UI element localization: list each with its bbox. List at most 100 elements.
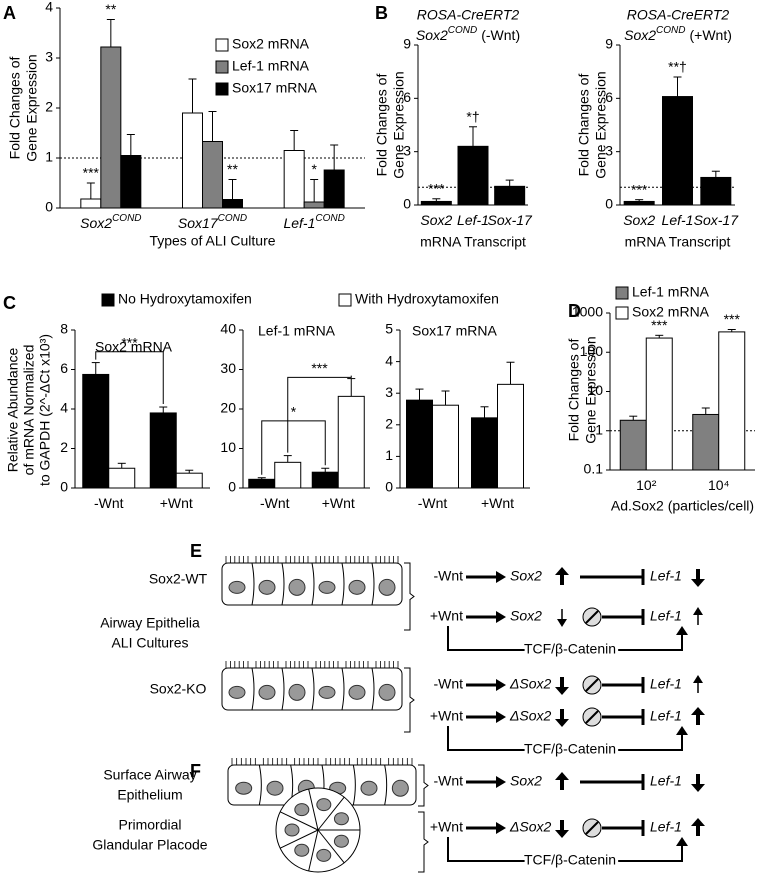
cell-border — [317, 829, 345, 864]
target: Lef-1 — [650, 708, 682, 724]
bar — [120, 155, 142, 209]
panel-label: F — [190, 761, 201, 781]
bar — [108, 467, 136, 489]
significance: ** — [105, 1, 116, 17]
subtitle-superscript: COND — [448, 25, 477, 36]
bar — [457, 145, 489, 206]
y-tick-label: 5 — [385, 321, 393, 337]
arrowhead — [676, 837, 688, 846]
nucleus — [266, 780, 284, 796]
significance: *** — [631, 181, 648, 197]
nucleus — [316, 798, 332, 812]
legend-label: With Hydroxytamoxifen — [355, 291, 499, 307]
y-tick-label: 6 — [605, 89, 613, 105]
subtitle-condition: (-Wnt) — [481, 27, 520, 43]
target: Lef-1 — [650, 608, 682, 624]
change-arrow-head — [691, 707, 705, 715]
signal: +Wnt — [430, 819, 463, 835]
significance-bracket — [287, 375, 352, 453]
bar — [337, 395, 365, 489]
category-name: Lef-1 — [283, 215, 315, 231]
significance: * — [291, 404, 297, 420]
chart-title: Sox2 mRNA — [95, 339, 173, 355]
chart-subtitle: Sox2COND (+Wnt) — [624, 25, 732, 43]
x-tick-label: Sox17COND — [178, 213, 247, 231]
category-name: +Wnt — [322, 495, 355, 511]
chart-subtitle: Sox2COND (-Wnt) — [416, 25, 520, 43]
change-arrow-head — [555, 687, 569, 695]
cell-label: Glandular Placode — [92, 837, 207, 853]
change-arrow-head — [555, 772, 569, 780]
bar — [222, 199, 243, 209]
chart-title: ROSA-CreERT2 — [417, 7, 520, 23]
y-axis-label: Gene Expression — [24, 54, 40, 161]
panel-label: C — [3, 293, 16, 313]
y-tick-label: 0 — [605, 196, 613, 212]
x-axis-label: Ad.Sox2 (particles/cell) — [611, 498, 754, 514]
signal: +Wnt — [430, 608, 463, 624]
panel-label: B — [375, 3, 388, 23]
signal: +Wnt — [430, 708, 463, 724]
category-name: 10² — [636, 477, 657, 493]
legend-label: Sox2 mRNA — [632, 304, 710, 320]
y-axis-label: Gene Expression — [593, 71, 609, 178]
y-tick-label: 6 — [60, 360, 68, 376]
y-tick-label: 20 — [220, 400, 236, 416]
significance: *** — [724, 311, 741, 327]
change-arrow-head — [693, 607, 703, 615]
x-tick-label: -Wnt — [418, 495, 448, 511]
bar — [303, 201, 325, 209]
target: Lef-1 — [650, 773, 682, 789]
legend-swatch — [101, 293, 115, 307]
cell-border — [371, 562, 375, 606]
category-name: Sox-17 — [694, 212, 740, 228]
gene: Sox2 — [510, 568, 542, 584]
significance: *** — [121, 334, 138, 350]
legend-label: No Hydroxytamoxifen — [118, 291, 252, 307]
bracket — [404, 562, 415, 631]
category-name: Lef-1 — [457, 212, 489, 228]
epithelium — [221, 667, 403, 711]
cell-border — [371, 667, 375, 711]
y-axis-label: of mRNA Normalized — [21, 345, 37, 476]
y-tick-label: 4 — [45, 0, 53, 15]
nucleus — [318, 685, 336, 699]
x-tick-label: Lef-1 — [662, 212, 694, 228]
y-tick-label: 3 — [45, 49, 53, 65]
blocked-slash — [585, 678, 599, 692]
legend-swatch — [615, 306, 629, 320]
change-arrow-head — [693, 675, 703, 683]
bar — [645, 337, 673, 471]
y-axis-label: Gene Expression — [583, 336, 599, 443]
change-arrow-shaft — [696, 715, 700, 725]
subtitle-gene: Sox2 — [416, 27, 448, 43]
bar — [182, 112, 203, 209]
legend-label: Lef-1 mRNA — [632, 284, 710, 300]
nucleus — [348, 579, 366, 595]
pathway: TCF/β-Catenin — [524, 741, 616, 757]
arrowhead — [496, 679, 506, 691]
target: Lef-1 — [650, 676, 682, 692]
y-tick-label: 0.1 — [584, 461, 604, 477]
cell-border — [279, 829, 319, 849]
cell-border — [311, 667, 315, 711]
y-tick-label: 2 — [45, 99, 53, 115]
change-arrow-shaft — [560, 709, 564, 719]
blocked-slash — [585, 821, 599, 835]
significance: *** — [83, 165, 100, 181]
pathway-line — [447, 626, 683, 651]
cell-border — [258, 764, 262, 806]
x-tick-label: -Wnt — [260, 495, 290, 511]
significance: *** — [651, 317, 668, 333]
bracket — [404, 667, 415, 733]
category-superscript: COND — [315, 213, 344, 224]
category-name: -Wnt — [94, 495, 124, 511]
chart-title: Lef-1 mRNA — [258, 323, 336, 339]
change-arrow-shaft — [696, 774, 700, 784]
category-name: Sox2 — [420, 212, 452, 228]
bar — [311, 471, 339, 489]
nucleus — [318, 580, 336, 594]
change-arrow-head — [691, 784, 705, 792]
y-tick-label: 10 — [220, 439, 236, 455]
